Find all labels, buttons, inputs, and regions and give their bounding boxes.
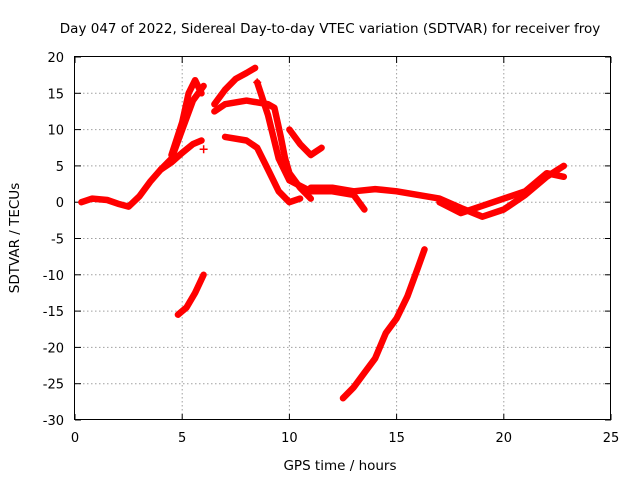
plus-marker <box>253 78 262 87</box>
y-tick-label: 15 <box>47 87 64 102</box>
y-tick-label: -25 <box>43 378 64 393</box>
series-segment-mid-b <box>221 133 304 206</box>
plot-frame <box>74 56 611 420</box>
x-axis-label: GPS time / hours <box>283 458 396 474</box>
y-tick-label: -10 <box>43 269 64 284</box>
y-tick-label: -15 <box>43 305 64 320</box>
y-axis-label: SDTVAR / TECUs <box>7 183 23 293</box>
series-segment-peak-b <box>168 76 205 159</box>
plus-marker <box>199 145 208 154</box>
y-tick-label: 10 <box>47 124 64 139</box>
y-tick-label: 20 <box>47 51 64 66</box>
series-segment-night-b <box>436 169 568 217</box>
x-tick-label: 20 <box>496 431 513 446</box>
y-tick-label: -5 <box>51 233 64 248</box>
series-segment-mid-high <box>211 64 259 108</box>
y-tick-label: -20 <box>43 341 64 356</box>
series-segment-mid-c <box>253 79 368 213</box>
x-tick-label: 15 <box>388 431 405 446</box>
series-segment-night <box>307 162 568 220</box>
y-tick-label: -30 <box>43 414 64 429</box>
x-tick-label: 0 <box>71 431 79 446</box>
series-segment-late-dip <box>286 126 325 159</box>
x-tick-label: 25 <box>603 431 620 446</box>
y-tick-label: 5 <box>56 160 64 175</box>
x-tick-label: 10 <box>281 431 298 446</box>
grid-lines <box>75 57 611 420</box>
y-tick-label: 0 <box>56 196 64 211</box>
data-traces <box>78 64 568 402</box>
series-segment-main-low <box>78 137 205 210</box>
axis-ticks: 0 5 10 15 20 25 -30 -25 -20 -15 -10 -5 0 5 10 15 20 <box>43 51 620 446</box>
chart-title: Day 047 of 2022, Sidereal Day-to-day VTE… <box>60 21 600 37</box>
x-tick-label: 5 <box>178 431 186 446</box>
series-segment-dropout-2 <box>339 246 428 402</box>
series-segment-dropout-1 <box>174 271 207 318</box>
